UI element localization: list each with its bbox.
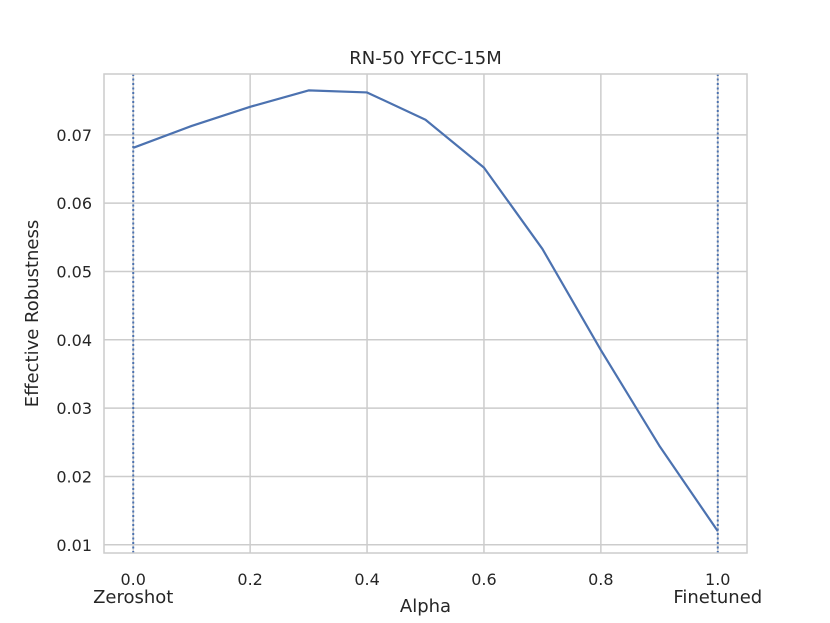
y-tick-label: 0.06	[56, 194, 92, 213]
endpoint-annotation: Zeroshot	[93, 587, 173, 608]
x-tick-label: 1.0	[705, 570, 730, 589]
x-tick-label: 0.8	[588, 570, 613, 589]
y-axis-title: Effective Robustness	[22, 220, 43, 407]
x-tick-label: 0.2	[237, 570, 262, 589]
x-tick-label: 0.0	[121, 570, 146, 589]
series-line	[132, 89, 719, 532]
tick-labels: 0.0 0.2 0.4 0.6 0.8 1.0 0.01 0.02 0.03 0.04 0.05 0.…	[56, 126, 730, 589]
y-tick-label: 0.04	[56, 331, 92, 350]
y-tick-label: 0.07	[56, 126, 92, 145]
y-tick-label: 0.02	[56, 467, 92, 486]
annotations: Zeroshot Finetuned	[93, 587, 762, 608]
x-tick-label: 0.4	[354, 570, 379, 589]
x-tick-label: 0.6	[471, 570, 496, 589]
x-axis-title: Alpha	[400, 596, 451, 617]
y-tick-label: 0.05	[56, 262, 92, 281]
endpoint-annotation: Finetuned	[673, 587, 762, 608]
y-tick-label: 0.03	[56, 399, 92, 418]
chart-title: RN-50 YFCC-15M	[349, 48, 502, 69]
y-tick-label: 0.01	[56, 536, 92, 555]
reference-lines	[132, 74, 719, 553]
plot-frame	[103, 73, 748, 554]
grid-layer	[104, 74, 747, 553]
series-layer	[132, 89, 719, 532]
